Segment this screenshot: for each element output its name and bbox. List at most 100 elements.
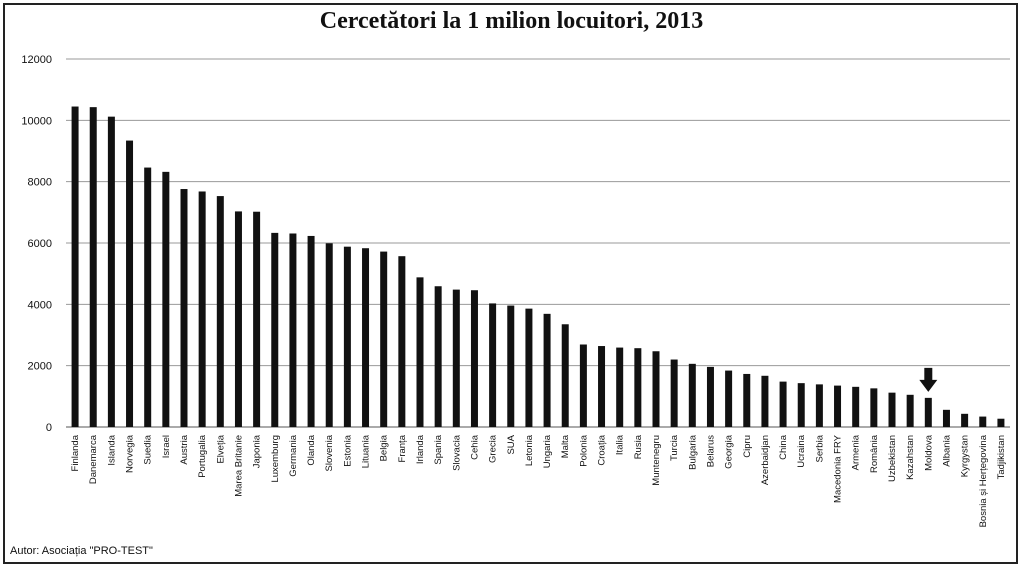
x-tick-label: Norvegia <box>125 434 136 473</box>
x-tick-label: Austria <box>179 434 190 464</box>
bar <box>489 303 497 427</box>
x-tick-label: Spania <box>433 434 444 464</box>
x-tick-label: Letonia <box>524 434 535 466</box>
x-tick-label: Finlanda <box>70 434 81 471</box>
bar <box>834 385 842 427</box>
y-tick-label: 4000 <box>28 299 52 311</box>
x-tick-label: Moldova <box>923 434 934 471</box>
y-tick-label: 8000 <box>28 177 52 189</box>
bar <box>852 386 860 427</box>
bar <box>870 388 878 427</box>
bar <box>706 366 714 427</box>
bar <box>380 251 388 427</box>
bar <box>325 243 333 427</box>
x-tick-label: Muntenegru <box>651 435 662 486</box>
bar <box>579 344 587 427</box>
author-credit: Autor: Asociația "PRO-TEST" <box>10 545 153 557</box>
x-tick-label: Suedia <box>143 434 154 464</box>
bar <box>815 384 823 427</box>
x-tick-label: Cehia <box>469 434 480 460</box>
x-tick-label: Serbia <box>814 434 825 462</box>
chart-title: Cercetători la 1 milion locuitori, 2013 <box>319 8 704 34</box>
down-arrow-icon <box>919 367 938 392</box>
x-tick-label: Olanda <box>306 434 317 465</box>
x-tick-label: Ucraina <box>796 434 807 467</box>
x-tick-label: Rusia <box>633 434 644 459</box>
bar <box>216 196 224 427</box>
y-tick-label: 6000 <box>28 238 52 250</box>
bar <box>652 351 660 427</box>
x-tick-label: Slovenia <box>324 434 335 471</box>
bar <box>761 375 769 427</box>
x-tick-label: Islanda <box>106 434 117 465</box>
x-tick-label: Uzbekistan <box>887 435 898 482</box>
bar <box>561 324 569 427</box>
bar <box>144 167 152 427</box>
bar <box>343 246 351 427</box>
x-tick-label: Israel <box>161 435 172 458</box>
bar <box>253 211 261 427</box>
bar <box>198 191 206 427</box>
chart-frame <box>3 3 1018 564</box>
bar <box>634 348 642 427</box>
bar <box>779 381 787 427</box>
bar <box>979 416 987 427</box>
bar <box>71 106 79 428</box>
bar <box>725 370 733 427</box>
x-tick-label: China <box>778 434 789 460</box>
bar <box>89 107 97 427</box>
x-tick-label: Bosnia și Herțegovina <box>978 434 989 527</box>
bar <box>942 409 950 427</box>
bar <box>398 256 406 427</box>
x-tick-label: Marea Britanie <box>233 435 244 497</box>
x-tick-label: Georgia <box>724 434 735 469</box>
bar <box>616 347 624 427</box>
x-tick-label: România <box>869 434 880 473</box>
bar <box>307 235 315 427</box>
x-tick-label: Albania <box>941 434 952 466</box>
bar <box>670 359 678 427</box>
x-tick-label: Germania <box>288 434 299 476</box>
y-tick-label: 10000 <box>21 115 52 127</box>
bar <box>507 305 515 427</box>
bar <box>543 313 551 427</box>
bar <box>743 373 751 427</box>
y-tick-label: 0 <box>46 422 52 434</box>
x-tick-label: Grecia <box>488 434 499 463</box>
x-tick-label: Franța <box>397 434 408 462</box>
bar <box>126 140 134 427</box>
x-tick-label: Tadjikistan <box>996 435 1007 479</box>
x-tick-label: Kazahstan <box>905 435 916 480</box>
x-tick-label: Elveția <box>215 434 226 463</box>
bar <box>598 346 606 427</box>
x-tick-label: Portugalia <box>197 434 208 477</box>
x-tick-label: Polonia <box>578 434 589 466</box>
bar <box>271 232 279 427</box>
x-tick-label: Ungaria <box>542 434 553 468</box>
y-tick-label: 12000 <box>21 54 52 66</box>
x-tick-label: Macedonia FRY <box>833 434 844 503</box>
bar <box>452 289 460 427</box>
bar <box>289 233 297 427</box>
bar <box>797 383 805 427</box>
x-tick-label: Cipru <box>742 435 753 458</box>
x-tick-label: Armenia <box>851 434 862 470</box>
x-tick-label: SUA <box>506 434 517 454</box>
bar <box>525 308 533 427</box>
bar <box>107 116 115 428</box>
bar <box>416 277 424 427</box>
bar <box>162 171 170 427</box>
bar <box>961 413 969 427</box>
x-tick-label: Danemarca <box>88 434 99 484</box>
bar <box>997 418 1005 427</box>
x-tick-label: Lituania <box>361 434 372 468</box>
bar <box>234 211 242 427</box>
x-tick-label: Bulgaria <box>687 434 698 470</box>
bar <box>470 290 478 427</box>
x-tick-label: Italia <box>615 434 626 455</box>
x-tick-label: Luxemburg <box>270 435 281 483</box>
x-tick-label: Irlanda <box>415 434 426 464</box>
x-tick-label: Kyrgystan <box>960 435 971 477</box>
bar <box>888 392 896 427</box>
